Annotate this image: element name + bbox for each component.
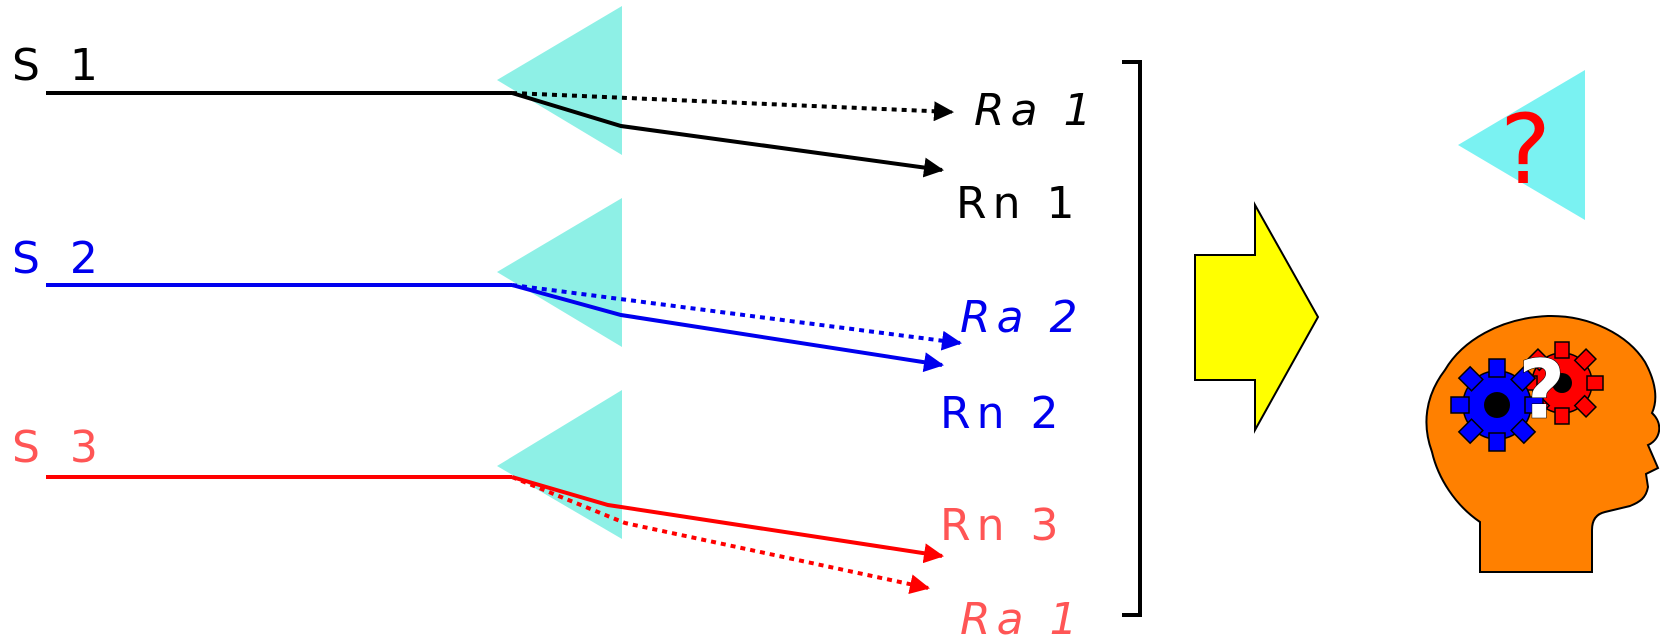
refracted-ray-rn2: [511, 283, 944, 373]
refracted-ray-rn3: [511, 475, 944, 564]
refracted-ray-ra3: [511, 475, 930, 595]
bracket: [1122, 60, 1142, 617]
source-label-s2: S 2: [12, 233, 106, 284]
ray-label-rn2: Rn 2: [940, 388, 1064, 439]
big-arrow-icon: [1194, 201, 1320, 434]
ray-label-ra2: Ra 2: [960, 292, 1084, 343]
prism-icon: [497, 6, 622, 155]
prism-icon: [497, 390, 622, 539]
ray-label-rn3: Rn 3: [940, 500, 1064, 551]
prism-icon: [497, 198, 622, 347]
gear-icon: [1450, 358, 1544, 452]
source-label-s3: S 3: [12, 422, 106, 473]
ray-label-rn1: Rn 1: [956, 178, 1080, 229]
source-label-s1: S 1: [12, 40, 106, 91]
ray-label-ra3: Ra 1: [960, 594, 1084, 641]
refracted-ray-ra1: [511, 91, 954, 122]
ray-label-ra1: Ra 1: [974, 85, 1098, 136]
refracted-ray-rn1: [511, 91, 944, 178]
prism-icon: [1458, 70, 1585, 220]
gear-icon: [1520, 341, 1604, 425]
question-icon: ?: [1500, 94, 1551, 206]
question-icon: ?: [1518, 343, 1566, 438]
